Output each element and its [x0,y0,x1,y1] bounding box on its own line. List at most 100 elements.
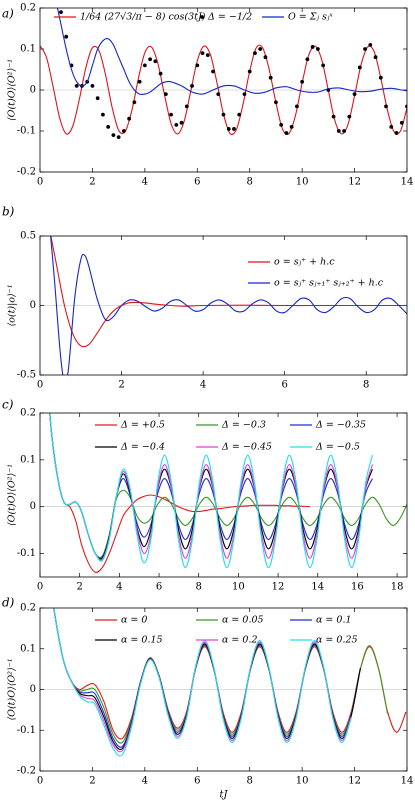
x-tick-label: 12 [272,582,285,593]
plot-area [49,413,407,574]
y-tick-label: 0 [30,85,36,96]
data-line [50,236,407,348]
data-point [336,129,341,133]
x-tick-label: 10 [296,177,309,188]
y-axis-label: ⟨O(t)O⟩⟨O²⟩⁻¹ [7,464,18,526]
data-line [49,413,311,574]
panel: -0.2 -0.1 0 0.1 0.2 0 2 4 6 8 10 12 14 1/64 (27√3/π −… [2,3,413,188]
data-line [53,608,361,751]
x-tick-label: 14 [311,582,324,593]
y-axis-label: ⟨o(t)|o⟩⁻¹ [7,284,18,326]
y-tick-label: 0.5 [20,231,36,242]
y-tick-label: 0.2 [20,3,36,14]
x-tick-label: 8 [363,380,369,391]
x-tick-label: 0 [37,380,43,391]
panel: -0.2 -0.1 0 0.1 0.2 0 2 4 6 8 10 12 14 α = 0 α = 0.05 α… [2,596,413,801]
data-point [405,104,407,109]
data-point [399,120,404,125]
y-tick-label: 0.1 [20,44,36,55]
panel-label: d) [2,596,15,610]
x-tick-label: 2 [118,380,124,391]
y-tick-label: 0 [30,684,36,695]
x-tick-label: 16 [351,582,364,593]
data-point [274,100,278,105]
data-point [300,79,305,84]
data-point [352,92,357,96]
x-tick-label: 18 [391,582,404,593]
panel-label: a) [2,7,14,21]
data-point [221,112,226,117]
data-line [49,413,407,559]
x-tick-label: 2 [76,582,82,593]
legend-label: α = 0.2 [222,635,258,646]
data-point [331,114,336,119]
data-point [158,71,163,76]
y-tick-label: -0.1 [17,548,36,559]
data-point [315,47,320,51]
data-point [378,75,383,80]
x-tick-label: 4 [142,776,148,787]
x-tick-label: 10 [296,776,309,787]
plot-frame [39,607,408,772]
legend-label: α = 0.15 [121,635,163,646]
legend-label: Δ = +0.5 [120,420,165,431]
x-tick-label: 4 [116,582,122,593]
data-line [53,608,352,757]
panel-label: b) [2,205,15,219]
data-point [121,129,126,133]
data-point [253,51,257,55]
y-tick-label: -0.5 [17,370,36,381]
legend-label: Δ = −1/2 [207,12,252,23]
panel: -0.500.50 2 4 6 8o = sⱼ⁺ + h.co = sⱼ⁺ sⱼ₊₁⁺ … [2,205,408,391]
data-point [190,84,194,88]
data-point [184,104,189,109]
data-point [106,125,111,129]
data-point [111,133,116,138]
legend-label: O = Σⱼ sⱼˣ [288,12,333,23]
data-point [321,63,326,68]
y-tick-label: 0.2 [20,408,36,419]
x-tick-label: 10 [232,582,245,593]
data-point [247,69,252,74]
plot-area [40,8,407,140]
data-point [101,112,105,117]
data-point [195,63,200,68]
y-tick-label: 0 [30,300,36,311]
data-point [59,10,63,14]
y-tick-label: 0.1 [20,643,36,654]
y-axis-label: ⟨O(t)O⟩⟨O²⟩⁻¹ [7,59,18,121]
x-tick-label: 6 [194,177,200,188]
data-point [289,125,294,129]
data-point [373,55,378,60]
data-point [200,51,205,55]
data-point [153,59,158,64]
legend-label: α = 0.05 [222,615,264,626]
y-tick-label: 0.2 [20,603,36,614]
x-tick-label: 4 [142,177,148,188]
data-point [64,34,69,39]
data-point [137,79,142,84]
data-point [258,47,263,51]
legend-label: o = sⱼ⁺ sⱼ₊₁⁺ sⱼ₊₂⁺ + h.c [274,278,384,289]
data-point [242,92,247,96]
y-axis-label: ⟨O(t)O⟩⟨O²⟩⁻¹ [7,658,18,720]
data-line [53,608,352,753]
x-tick-label: 6 [281,380,287,391]
x-tick-label: 12 [348,776,361,787]
data-point [310,45,315,49]
data-point [357,65,362,70]
data-point [90,84,95,88]
data-point [295,104,299,109]
data-point [232,127,236,131]
data-point [174,122,179,127]
x-tick-label: 2 [89,177,95,188]
data-point [279,122,284,127]
legend-label: Δ = −0.5 [315,442,360,453]
legend-label: o = sⱼ⁺ + h.c [274,257,335,268]
x-tick-label: 0 [37,776,43,787]
data-point [132,100,137,105]
data-line [50,236,407,375]
data-point [389,125,394,129]
x-tick-label: 8 [247,177,253,188]
data-point [116,135,121,140]
